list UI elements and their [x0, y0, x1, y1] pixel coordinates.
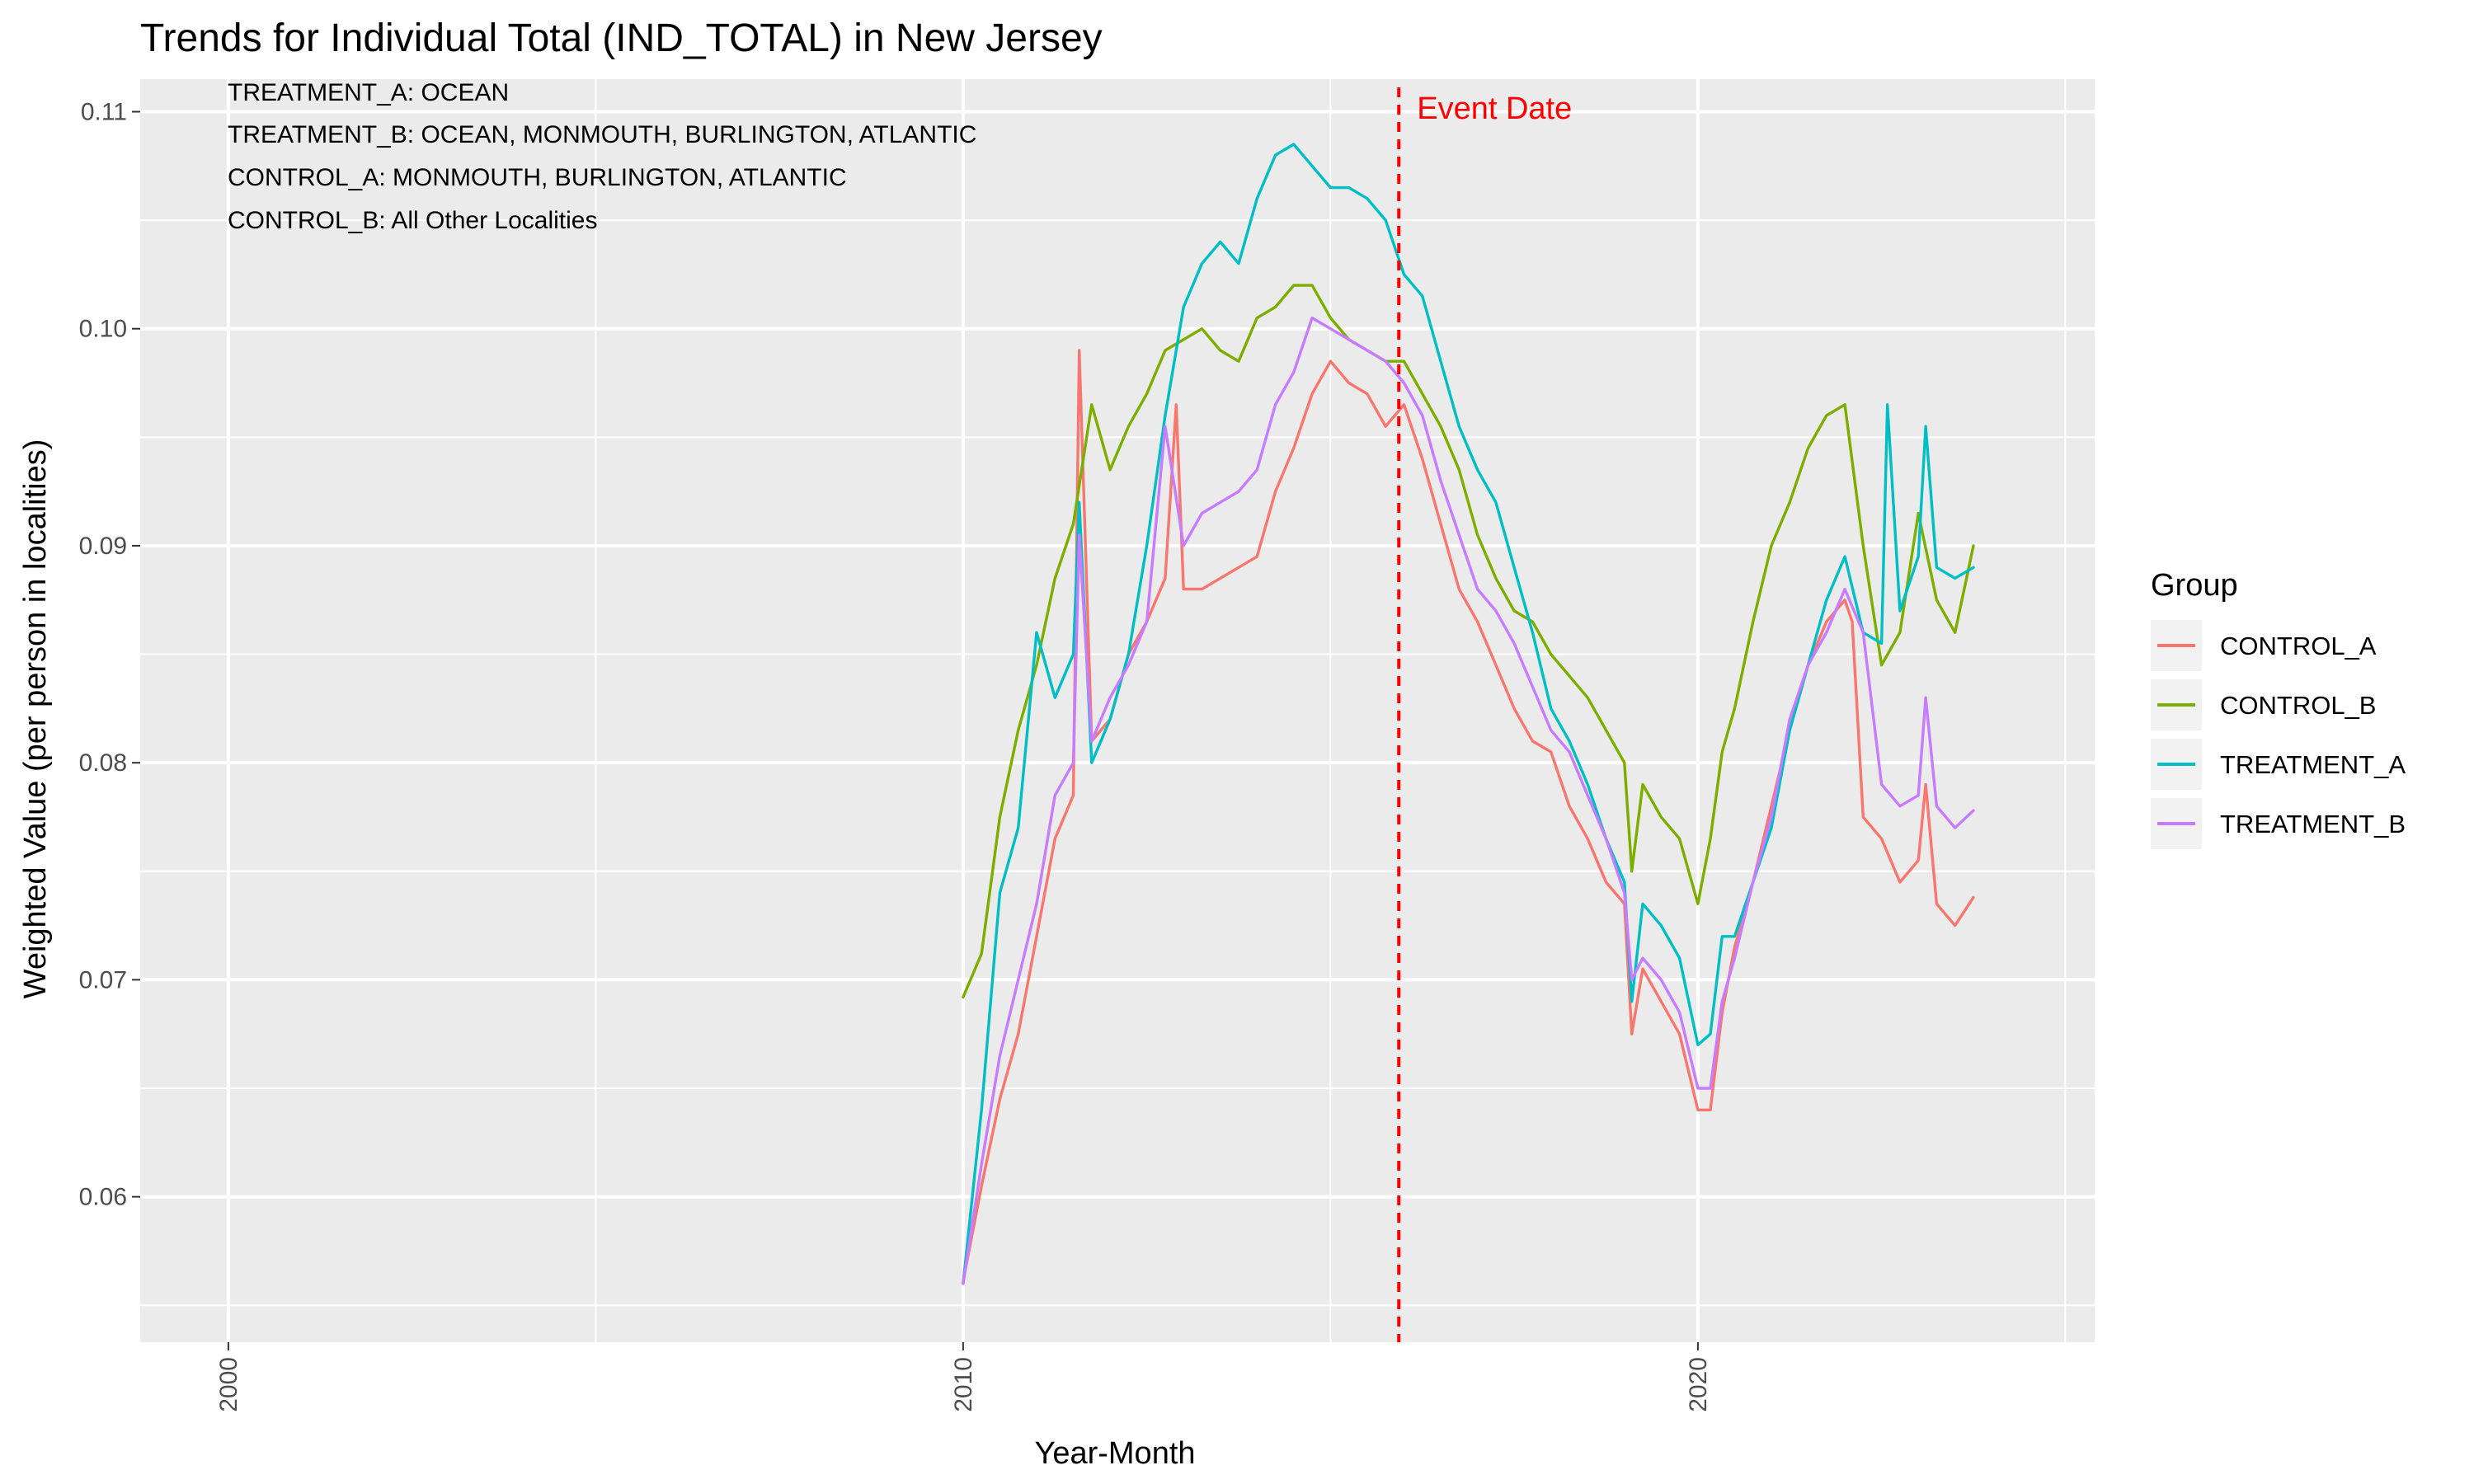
- y-tick-label: 0.06: [79, 1184, 127, 1211]
- y-axis-ticks: 0.06 0.07 0.08 0.09 0.10 0.11: [79, 98, 140, 1211]
- event-marker: Event Date: [1397, 87, 1572, 1342]
- x-tick-label: 2020: [1685, 1357, 1712, 1412]
- series-line-treatment-a: [962, 143, 1975, 1285]
- annotation-treatment-b: TREATMENT_B: OCEAN, MONMOUTH, BURLINGTON…: [228, 121, 976, 148]
- event-date-label: Event Date: [1417, 92, 1572, 126]
- annotation-control-b: CONTROL_B: All Other Localities: [228, 207, 598, 234]
- annotation-treatment-a: TREATMENT_A: OCEAN: [228, 79, 509, 106]
- y-tick-label: 0.08: [79, 749, 127, 777]
- series-lines: [962, 143, 1975, 1285]
- x-axis-ticks: 2000 2010 2020: [215, 1342, 1712, 1412]
- legend-label-treatment-a: TREATMENT_A: [2220, 750, 2406, 779]
- legend-label-control-b: CONTROL_B: [2220, 691, 2376, 720]
- legend: Group CONTROL_A CONTROL_B TREATMENT_A TREAT…: [2151, 568, 2406, 849]
- major-gridlines: [140, 79, 2095, 1342]
- y-tick-label: 0.07: [79, 966, 127, 993]
- x-tick-label: 2000: [215, 1357, 242, 1412]
- x-axis-title: Year-Month: [1034, 1436, 1195, 1471]
- legend-label-treatment-b: TREATMENT_B: [2220, 810, 2406, 838]
- series-line-treatment-b: [962, 316, 1975, 1285]
- legend-label-control-a: CONTROL_A: [2220, 632, 2377, 660]
- group-definitions: TREATMENT_A: OCEAN TREATMENT_B: OCEAN, M…: [228, 79, 976, 234]
- series-line-control-b: [962, 284, 1975, 999]
- plot-panel: [140, 79, 2095, 1342]
- y-axis-title: Weighted Value (per person in localities…: [18, 439, 53, 999]
- legend-items: CONTROL_A CONTROL_B TREATMENT_A TREATMENT_B: [2151, 620, 2406, 849]
- series-line-control-a: [962, 349, 1975, 1284]
- annotation-control-a: CONTROL_A: MONMOUTH, BURLINGTON, ATLANTI…: [228, 164, 847, 191]
- y-tick-label: 0.09: [79, 533, 127, 560]
- minor-gridlines: [140, 79, 2095, 1342]
- y-tick-label: 0.11: [81, 98, 127, 125]
- legend-title: Group: [2151, 568, 2238, 603]
- y-tick-label: 0.10: [79, 316, 127, 343]
- x-tick-label: 2010: [950, 1357, 977, 1412]
- chart-title: Trends for Individual Total (IND_TOTAL) …: [140, 16, 1103, 60]
